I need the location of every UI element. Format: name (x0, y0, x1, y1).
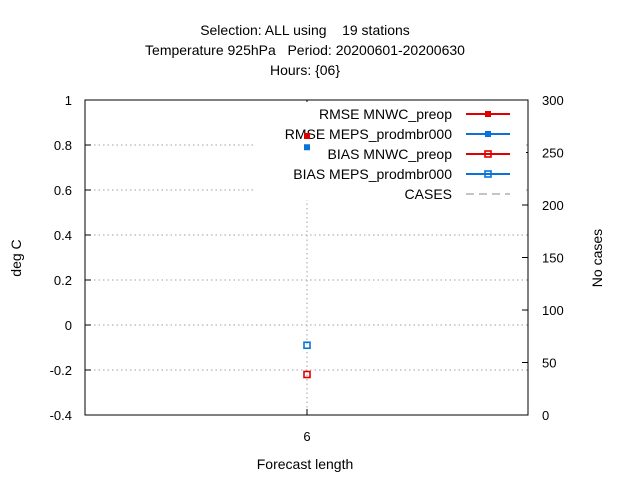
y-tick-label: 0.8 (54, 138, 72, 153)
y-tick-label: 0 (65, 318, 72, 333)
y2-tick-label: 200 (542, 198, 564, 213)
y2-axis: 0 50 100 150 200 250 300 (522, 93, 564, 423)
legend-label: RMSE MEPS_prodmbr000 (285, 126, 453, 142)
y-tick-label: 1 (65, 93, 72, 108)
legend-swatch-marker (484, 150, 492, 158)
y2-tick-label: 250 (542, 146, 564, 161)
data-point (303, 341, 311, 350)
legend-label: BIAS MEPS_prodmbr000 (293, 166, 452, 182)
y-axis-label: deg C (8, 239, 24, 276)
legend-swatch-marker (485, 111, 491, 117)
y-tick-label: 0.4 (54, 228, 72, 243)
y2-tick-label: 0 (542, 408, 549, 423)
legend-swatch-marker (484, 170, 492, 178)
legend-entry: CASES (405, 186, 510, 202)
data-point (304, 144, 310, 151)
title-line-2: Temperature 925hPa Period: 20200601-2020… (145, 42, 465, 58)
y-tick-label: 0.2 (54, 273, 72, 288)
y2-tick-label: 150 (542, 251, 564, 266)
data-points (303, 133, 311, 379)
legend-swatch-marker (485, 131, 491, 137)
y2-axis-label: No cases (589, 229, 605, 287)
legend-background (256, 102, 526, 200)
legend-entry: BIAS MNWC_preop (328, 146, 510, 162)
legend-label: RMSE MNWC_preop (319, 106, 452, 122)
y-axis: -0.4 -0.2 0 0.2 0.4 0.6 0.8 1 (50, 93, 91, 423)
legend: RMSE MNWC_preop RMSE MEPS_prodmbr000 BIAS … (256, 102, 526, 202)
y2-tick-label: 100 (542, 303, 564, 318)
y-tick-label: -0.2 (50, 363, 72, 378)
x-axis-label: Forecast length (257, 456, 354, 472)
data-point (303, 370, 311, 379)
data-point (304, 133, 310, 139)
legend-entry: RMSE MNWC_preop (319, 106, 510, 122)
y-tick-label: 0.6 (54, 183, 72, 198)
legend-label: BIAS MNWC_preop (328, 146, 453, 162)
title-line-1: Selection: ALL using 19 stations (200, 22, 410, 38)
y2-tick-label: 50 (542, 356, 556, 371)
legend-entry: BIAS MEPS_prodmbr000 (293, 166, 510, 182)
chart-title: Selection: ALL using 19 stations Tempera… (145, 22, 465, 78)
title-line-3: Hours: {06} (270, 62, 340, 78)
y2-tick-label: 300 (542, 93, 564, 108)
x-tick-label: 6 (303, 429, 310, 444)
y-tick-label: -0.4 (50, 408, 72, 423)
legend-label: CASES (405, 186, 452, 202)
legend-entry: RMSE MEPS_prodmbr000 (285, 126, 510, 142)
